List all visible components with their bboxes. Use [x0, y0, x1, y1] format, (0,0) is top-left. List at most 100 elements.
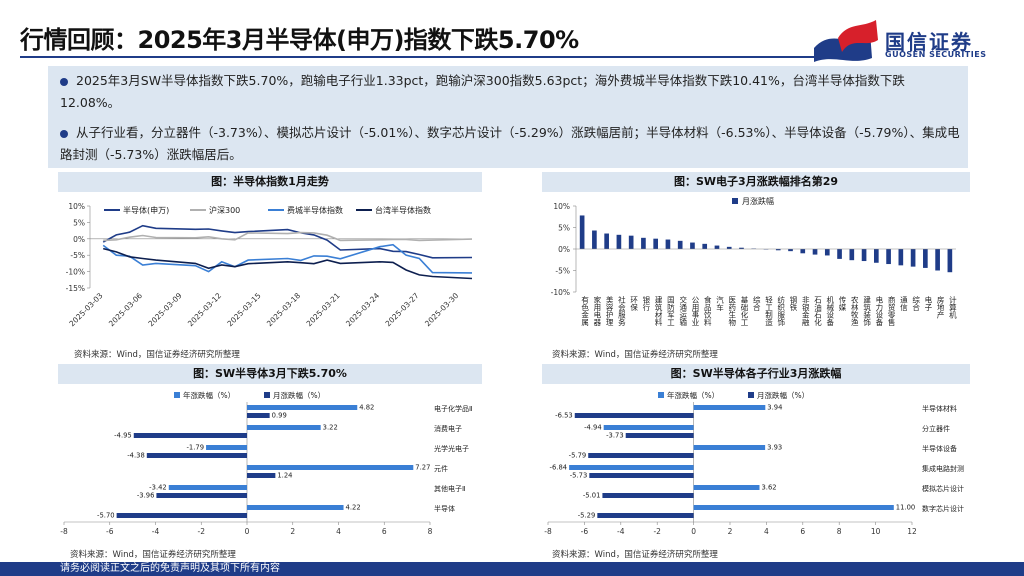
data-label: 0.99: [272, 412, 287, 420]
x-category-label: 建筑装饰: [862, 295, 871, 328]
x-category-label: 国防军工: [666, 296, 675, 327]
y-category-label: 元件: [434, 464, 448, 473]
y-category-label: 其他电子Ⅱ: [434, 484, 465, 493]
bar: [247, 465, 414, 470]
y-tick-label: -15%: [66, 284, 85, 293]
x-category-label: 轻工制造: [764, 295, 773, 328]
data-label: 3.22: [323, 424, 338, 432]
y-tick-label: -5%: [555, 267, 570, 276]
legend-label: 沪深300: [209, 205, 240, 215]
bar: [641, 237, 646, 249]
bar: [574, 413, 694, 418]
bar: [569, 465, 694, 470]
bar: [628, 235, 634, 249]
legend-label: 台湾半导体指数: [375, 205, 431, 215]
bar: [168, 485, 247, 490]
bar: [677, 240, 683, 249]
legend-label: 年涨跌幅（%）: [667, 390, 719, 400]
x-tick-label: -8: [60, 527, 68, 536]
bar: [714, 245, 720, 249]
bar: [616, 234, 622, 249]
x-tick-label: 2025-03-06: [107, 291, 144, 328]
bar: [116, 513, 247, 518]
data-label: 11.00: [896, 504, 915, 512]
x-category-label: 传媒: [838, 295, 847, 313]
x-tick-label: 2025-03-15: [225, 291, 262, 328]
legend-label: 半导体(申万): [123, 205, 169, 215]
bar: [579, 215, 585, 249]
chart3-hbar-chart: 年涨跌幅（%） 月涨跌幅（%） -8 -6 -4 -2 0 2 4 6 8 4.82 0.99 电子化学品…: [60, 390, 472, 536]
summary-text-1: 2025年3月SW半导体指数下跌5.70%，跑输电子行业1.33pct，跑输沪深…: [60, 73, 905, 110]
bar: [726, 246, 732, 249]
x-category-label: 交通运输: [678, 295, 687, 328]
bar: [910, 249, 916, 267]
data-label: -5.29: [578, 512, 596, 520]
legend-label: 月涨跌幅（%）: [757, 390, 809, 400]
data-label: -5.79: [569, 452, 587, 460]
bar: [739, 247, 744, 249]
y-category-label: 消费电子: [434, 424, 462, 433]
legend-swatch: [732, 198, 738, 204]
bar: [824, 249, 830, 256]
bar: [873, 249, 879, 263]
y-category-label: 半导体设备: [922, 444, 957, 453]
x-category-label: 房地产: [936, 295, 945, 320]
title-divider: [20, 56, 820, 58]
legend-swatch: [174, 392, 180, 398]
legend-label: 年涨跌幅（%）: [183, 390, 235, 400]
x-category-label: 美容护理: [605, 295, 614, 327]
x-category-label: 农林牧渔: [850, 295, 859, 327]
y-tick-label: 5%: [558, 224, 570, 233]
bar: [898, 249, 904, 266]
data-label: -4.95: [114, 432, 132, 440]
chart2-bar-chart: 10% 5% 0% -5% -10% 有色金属 家用电器 美容护理 社会服务 环保 银行 建筑材料 国防…: [551, 196, 958, 328]
series-line-1: [102, 224, 473, 259]
data-label: -4.38: [127, 452, 145, 460]
bar: [588, 453, 694, 458]
data-label: -4.94: [584, 424, 602, 432]
footer-bar: [0, 562, 1024, 576]
x-tick-label: 2025-03-03: [67, 291, 104, 328]
data-label: -3.73: [606, 432, 624, 440]
x-category-label: 医药生物: [727, 296, 736, 328]
x-category-label: 非银金融: [801, 295, 810, 328]
x-category-label: 纺织服饰: [777, 295, 786, 328]
bar: [133, 433, 247, 438]
x-tick-label: -2: [653, 527, 661, 536]
logo-mark-red: [838, 20, 878, 52]
y-category-label: 半导体: [434, 504, 455, 513]
x-tick-label: 6: [800, 527, 805, 536]
summary-text-2: 从子行业看，分立器件（-3.73%）、模拟芯片设计（-5.01%）、数字芯片设计…: [60, 125, 960, 162]
x-category-label: 有色金属: [580, 295, 589, 328]
bar: [690, 242, 695, 249]
x-tick-label: -6: [581, 527, 589, 536]
summary-bullet-2: 从子行业看，分立器件（-3.73%）、模拟芯片设计（-5.01%）、数字芯片设计…: [60, 122, 960, 166]
x-tick-label: 2025-03-09: [146, 291, 183, 328]
bar: [156, 493, 247, 498]
legend-swatch: [264, 392, 270, 398]
x-category-label: 机械设备: [826, 295, 835, 328]
x-tick-label: -2: [198, 527, 206, 536]
x-tick-label: 8: [837, 527, 842, 536]
bar: [602, 493, 694, 498]
bar: [775, 249, 781, 251]
bar: [247, 425, 321, 430]
x-category-label: 建筑材料: [654, 295, 663, 328]
bar: [589, 473, 694, 478]
chart1-source: 资料来源：Wind，国信证券经济研究所整理: [74, 350, 240, 360]
bar: [788, 249, 793, 252]
y-category-label: 电子化学品Ⅱ: [434, 404, 472, 413]
legend-label: 费城半导体指数: [287, 205, 343, 215]
x-category-label: 电子: [924, 295, 933, 312]
bar: [693, 505, 894, 510]
bar: [935, 249, 940, 271]
x-tick-label: 2025-03-12: [186, 291, 223, 328]
x-category-label: 家用电器: [593, 295, 602, 328]
bar: [886, 249, 891, 265]
x-tick-label: -8: [544, 527, 552, 536]
data-label: 1.24: [277, 472, 292, 480]
x-category-label: 商贸零售: [887, 295, 896, 328]
y-tick-label: 0%: [558, 245, 570, 254]
x-tick-label: 2: [290, 527, 295, 536]
chart2-title: 图：SW电子3月涨跌幅排名第29: [542, 172, 970, 192]
